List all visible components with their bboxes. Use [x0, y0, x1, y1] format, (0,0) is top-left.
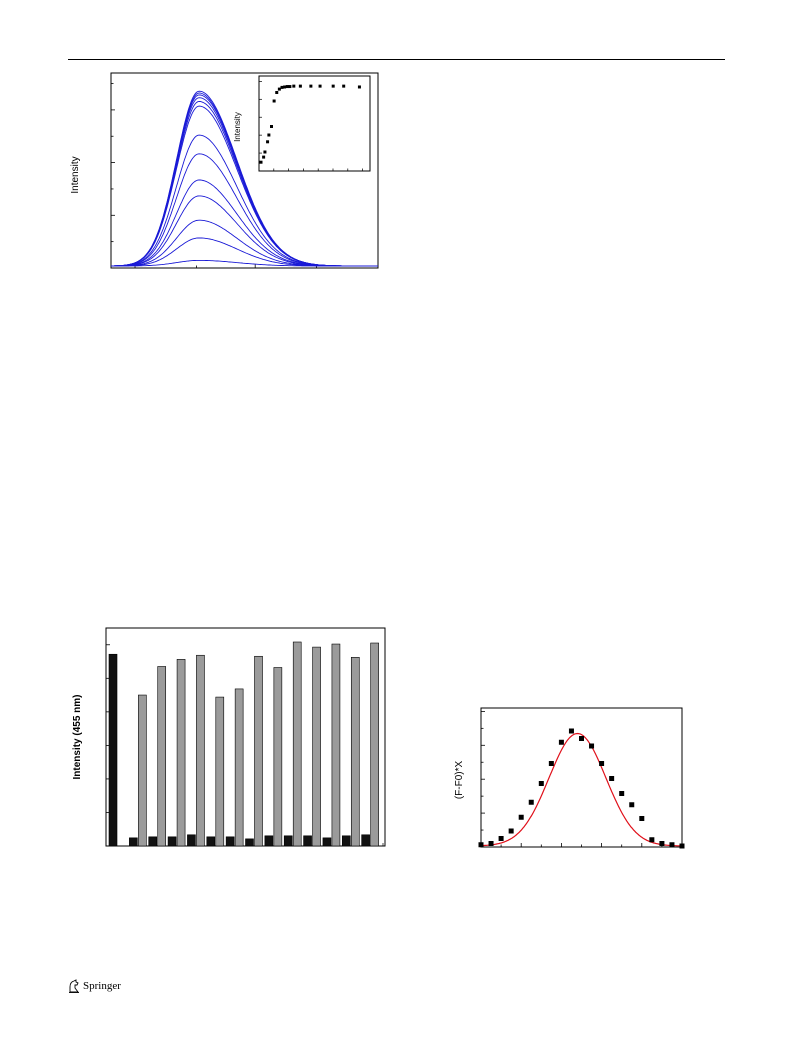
job-plot-fit-line [481, 732, 682, 847]
inset-point [283, 85, 287, 89]
job-plot-point [649, 837, 655, 843]
bar-series-a [148, 836, 158, 847]
inset-point [275, 91, 279, 94]
inset-point [285, 85, 289, 89]
spectra-lines [110, 90, 378, 267]
job-plot-point [488, 841, 494, 846]
page-top-rule [68, 59, 725, 60]
job-plot-axis-ticks [481, 710, 663, 847]
spectra-y-axis-label: Intensity [70, 156, 81, 193]
selectivity-bar-chart: Intensity (455 nm) [72, 627, 386, 847]
inset-point [288, 85, 292, 89]
job-plot-point [639, 816, 645, 821]
spectrum-line [110, 179, 378, 267]
bar-plot-frame [105, 627, 386, 847]
bar-series-a [245, 838, 254, 847]
bar-series-a [187, 834, 196, 847]
inset-axis-ticks [259, 81, 363, 171]
bar-series-a [361, 834, 370, 847]
bar-series-a [225, 836, 235, 847]
inset-point [270, 125, 273, 128]
publisher-name: Springer [83, 980, 121, 992]
bar-series-b [196, 654, 205, 847]
job-plot-point [669, 842, 675, 848]
inset-point [280, 85, 284, 89]
bar-series-b [176, 659, 186, 847]
bar-series-b [273, 667, 283, 847]
job-plot-point [528, 799, 534, 805]
inset-point [331, 84, 335, 88]
inset-point [309, 84, 313, 88]
spectrum-line [111, 195, 378, 267]
job-plot-point [679, 843, 685, 849]
bar-series-a [341, 835, 351, 847]
job-plot-chart: (F-F0)*X [454, 707, 685, 849]
inset-point [262, 155, 266, 159]
bar-series-b [350, 656, 360, 847]
job-plot-y-axis-label: (F-F0)*X [454, 761, 465, 800]
job-plot-point [589, 743, 595, 749]
spectrum-line [111, 90, 378, 267]
inset-point [263, 150, 267, 154]
job-plot-frame [480, 707, 683, 848]
springer-footer: Springer [68, 978, 121, 994]
bar-series-a [129, 837, 138, 847]
bar-series-b [215, 696, 225, 847]
bar-series-b [312, 646, 321, 847]
inset-point [292, 84, 296, 88]
job-plot-point [548, 761, 554, 766]
spectra-inset: Intensity [233, 75, 371, 172]
inset-point [318, 84, 322, 88]
bar-series-b [254, 655, 263, 847]
bar-series-a [167, 836, 177, 847]
inset-point [342, 84, 346, 88]
job-plot-point [579, 736, 584, 741]
inset-plot-frame [258, 75, 371, 172]
job-plot-point [538, 781, 544, 786]
bar-series-b [370, 642, 379, 847]
job-plot-point [659, 841, 665, 846]
bar-series-b [138, 694, 147, 847]
job-plot-point [609, 776, 615, 781]
job-plot-point [629, 802, 635, 808]
spectra-plot-frame [110, 72, 379, 269]
bar-y-axis-label: Intensity (455 nm) [72, 694, 83, 779]
inset-point [267, 133, 271, 137]
spectra-chart: Intensity Intensity [70, 72, 379, 269]
bar-series-a [206, 836, 216, 847]
inset-point [266, 140, 270, 144]
inset-point [259, 160, 263, 164]
inset-point [272, 99, 276, 103]
inset-points [259, 84, 361, 164]
bar-axis-ticks [106, 644, 384, 846]
inset-point [298, 84, 302, 88]
inset-point [277, 87, 281, 91]
job-plot-points [478, 728, 685, 849]
job-plot-point [508, 828, 514, 834]
bar-series-a [322, 837, 332, 847]
bar-series-a [264, 835, 274, 847]
bar-marks [108, 641, 379, 847]
bar-series-a [303, 835, 312, 847]
inset-y-axis-label: Intensity [233, 112, 242, 142]
bar-series-b [234, 688, 244, 847]
job-plot-point [619, 791, 625, 796]
bar-series-a [283, 835, 293, 847]
bar-series-b [292, 641, 302, 847]
job-plot-point [518, 814, 524, 820]
job-plot-point [568, 728, 574, 734]
inset-point [357, 85, 361, 89]
job-plot-point [498, 836, 504, 841]
bar-series-a [108, 653, 118, 847]
springer-horse-icon [69, 979, 79, 993]
bar-series-b [331, 643, 341, 847]
job-plot-point [558, 739, 564, 745]
bar-series-b [157, 666, 167, 847]
job-plot-point [599, 761, 605, 766]
job-plot-point [478, 842, 484, 848]
